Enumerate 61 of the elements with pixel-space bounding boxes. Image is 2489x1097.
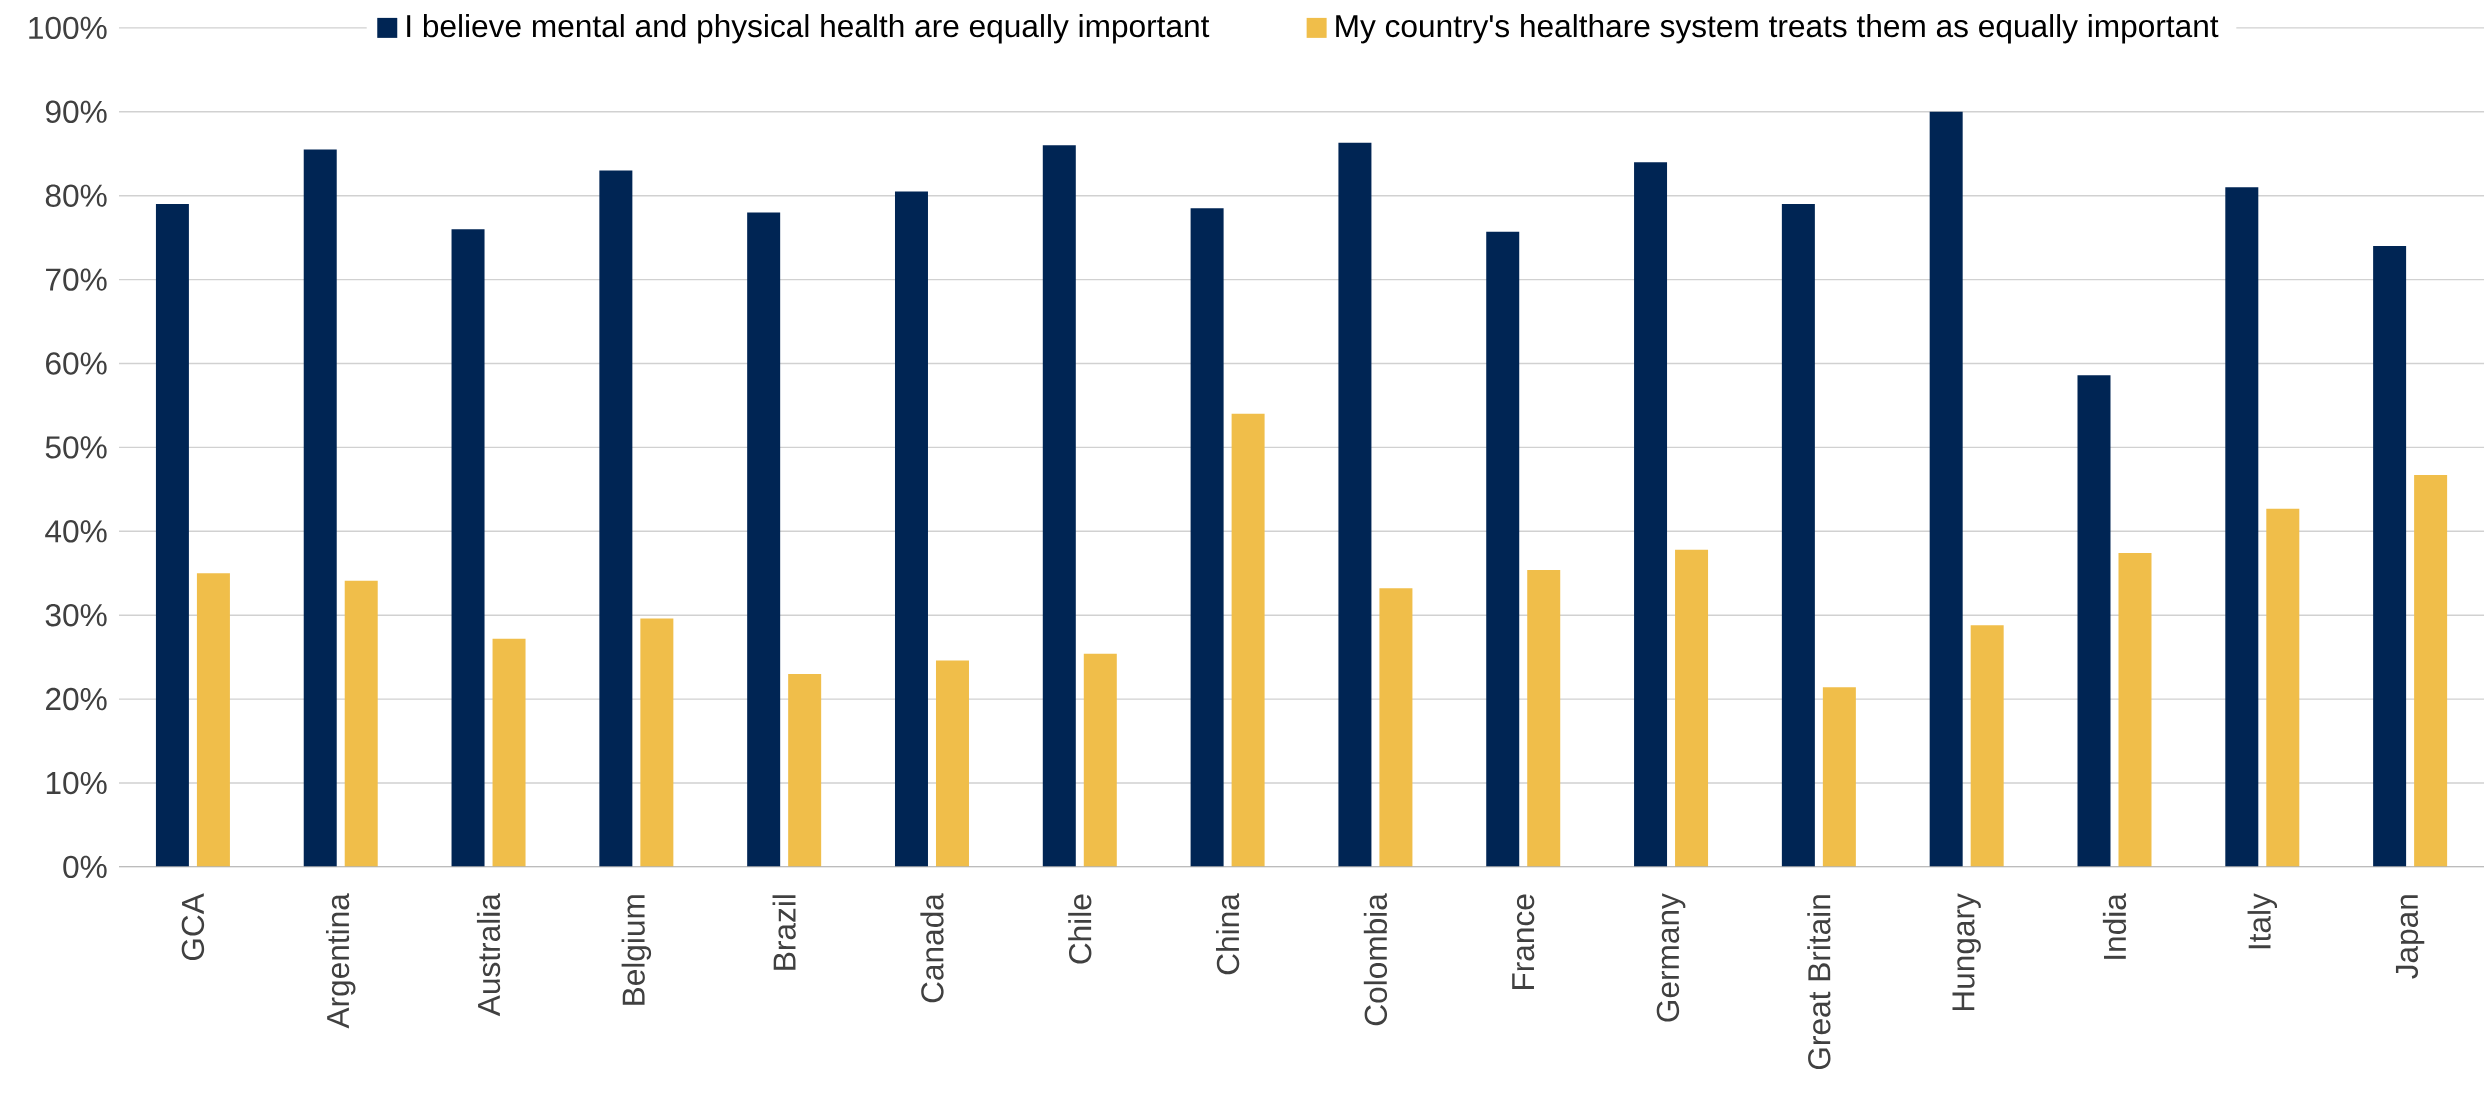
- y-tick-label: 30%: [45, 604, 107, 627]
- y-tick-label: 40%: [45, 520, 107, 543]
- y-tick-label: 50%: [45, 436, 107, 459]
- bar: [1970, 625, 2004, 867]
- bar: [1822, 687, 1856, 867]
- y-tick-label: 10%: [46, 771, 107, 795]
- bar: [1042, 145, 1076, 867]
- bar: [451, 229, 485, 867]
- x-tick-label: Australia: [476, 893, 501, 1017]
- bar: [2118, 553, 2152, 867]
- bar: [1231, 413, 1265, 867]
- x-tick-label: India: [2102, 893, 2127, 959]
- x-tick-label: France: [1512, 894, 1535, 990]
- bar: [1083, 653, 1117, 867]
- bar: [640, 618, 674, 867]
- bar: [1675, 549, 1709, 867]
- y-tick-label: 60%: [46, 352, 107, 375]
- bar: [1338, 142, 1372, 867]
- x-tick-label: China: [1215, 893, 1240, 975]
- bar: [1190, 208, 1224, 867]
- y-tick-label: 70%: [46, 268, 107, 291]
- x-tick-label: Chile: [1068, 894, 1092, 964]
- legend-label: I believe mental and physical health are equally important: [407, 14, 1210, 44]
- bar: [894, 191, 928, 867]
- x-tick-label: GCA: [181, 893, 205, 961]
- bar: [599, 170, 633, 867]
- bar: [1486, 231, 1520, 867]
- bar: [2414, 475, 2448, 867]
- bar: [1929, 111, 1963, 867]
- bar: [492, 638, 526, 867]
- bar: [344, 580, 378, 867]
- x-tick-label: Great Britain: [1807, 895, 1831, 1070]
- bar: [1527, 569, 1561, 867]
- bar: [2373, 246, 2407, 867]
- x-tick-label: Italy: [2247, 893, 2278, 949]
- x-tick-label: Canada: [920, 893, 944, 1003]
- y-tick-label: 100%: [29, 16, 107, 40]
- x-tick-label: Argentina: [325, 893, 356, 1029]
- x-tick-label: Belgium: [621, 895, 652, 1005]
- bar: [196, 573, 230, 867]
- legend-label: My country's healthare system treats them as equally important: [1336, 14, 2219, 44]
- y-tick-label: 0%: [63, 855, 107, 879]
- x-tick-label: Germany: [1656, 893, 1686, 1022]
- x-tick-label: Hungary: [1952, 893, 1981, 1011]
- bar: [303, 149, 337, 867]
- bar: [2225, 187, 2259, 867]
- y-tick-label: 20%: [46, 687, 107, 711]
- y-tick-label: 80%: [45, 184, 107, 207]
- bar: [1634, 162, 1668, 867]
- x-tick-label: Brazil: [772, 895, 796, 970]
- bar: [155, 204, 189, 867]
- bar: [747, 212, 781, 867]
- bar: [2266, 508, 2300, 867]
- bar: [1379, 588, 1413, 867]
- bar: [1781, 204, 1815, 867]
- y-tick-label: 90%: [45, 100, 107, 124]
- bar: [2077, 375, 2111, 867]
- x-tick-label: Japan: [2395, 895, 2425, 979]
- x-tick-label: Colombia: [1363, 893, 1388, 1026]
- bar: [788, 673, 822, 867]
- bar: [935, 660, 969, 867]
